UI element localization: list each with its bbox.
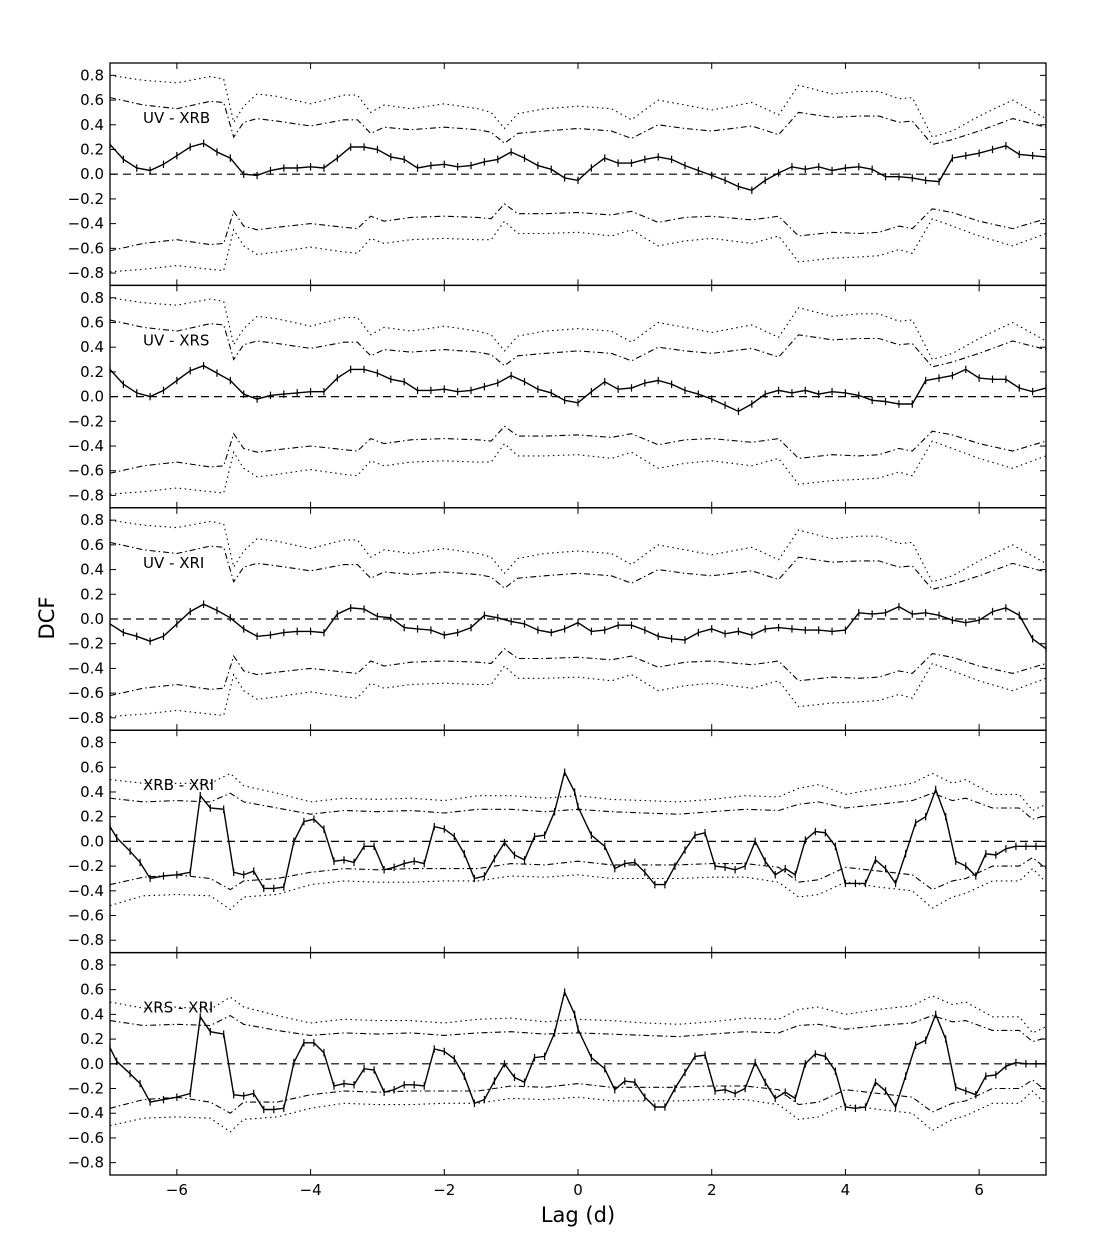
confidence-95-lower — [110, 425, 1046, 474]
confidence-99-lower — [110, 440, 1046, 495]
confidence-95-lower — [110, 1079, 1046, 1114]
x-tick-label: −2 — [433, 1181, 455, 1199]
y-tick-label: −0.2 — [68, 1080, 104, 1098]
confidence-95-upper — [110, 541, 1046, 590]
y-tick-label: −0.2 — [68, 412, 104, 430]
confidence-99-upper — [110, 519, 1046, 583]
dcf-line — [110, 989, 1046, 1111]
confidence-99-lower — [110, 1090, 1046, 1133]
y-tick-label: 0.4 — [80, 561, 104, 579]
y-tick-label: −0.2 — [68, 857, 104, 875]
y-tick-label: 0.4 — [80, 116, 104, 134]
y-tick-label: −0.8 — [68, 709, 104, 727]
y-tick-label: −0.6 — [68, 239, 104, 257]
y-tick-label: 0.6 — [80, 91, 104, 109]
x-tick-label: 4 — [841, 1181, 851, 1199]
confidence-99-upper — [110, 297, 1046, 361]
panel-label: UV - XRI — [143, 554, 204, 572]
y-tick-label: 0.8 — [80, 511, 104, 529]
y-tick-label: 0.0 — [80, 610, 104, 628]
y-tick-label: 0.2 — [80, 808, 104, 826]
y-tick-label: −0.8 — [68, 1154, 104, 1172]
y-tick-label: 0.6 — [80, 536, 104, 554]
y-tick-label: 0.6 — [80, 313, 104, 331]
y-tick-label: −0.6 — [68, 462, 104, 480]
x-tick-label: −4 — [300, 1181, 322, 1199]
x-axis-label: Lag (d) — [541, 1203, 615, 1227]
y-tick-label: 0.0 — [80, 1055, 104, 1073]
y-tick-label: −0.8 — [68, 931, 104, 949]
y-tick-label: 0.8 — [80, 734, 104, 752]
x-tick-label: −6 — [166, 1181, 188, 1199]
y-tick-label: −0.4 — [68, 1104, 104, 1122]
panel-label: XRS - XRI — [143, 999, 213, 1017]
confidence-95-upper — [110, 97, 1046, 146]
y-tick-label: −0.4 — [68, 882, 104, 900]
y-tick-label: 0.6 — [80, 981, 104, 999]
y-axis-label: DCF — [35, 597, 59, 640]
panel-label: XRB - XRI — [143, 776, 214, 794]
confidence-99-upper — [110, 74, 1046, 138]
y-tick-label: 0.8 — [80, 289, 104, 307]
y-tick-label: −0.8 — [68, 264, 104, 282]
confidence-99-lower — [110, 662, 1046, 718]
x-tick-label: 6 — [974, 1181, 984, 1199]
y-tick-label: 0.2 — [80, 1030, 104, 1048]
panel-2: −0.8 −0.6 −0.4 −0.2 0.0 0.2 0.4 0.6 0.8 UV - XRS — [68, 284, 1047, 509]
y-tick-label: −0.4 — [68, 437, 104, 455]
y-tick-label: 0.0 — [80, 388, 104, 406]
confidence-99-lower — [110, 218, 1046, 273]
panel-1: −0.8 −0.6 −0.4 −0.2 0.0 0.2 0.4 0.6 0.8 UV - XRB — [68, 62, 1047, 287]
confidence-99-upper — [110, 995, 1046, 1034]
panels-group: −0.8−0.6−0.4−0.20.00.20.40.60.8UV - XRB−… — [68, 62, 1047, 1199]
y-tick-label: −0.2 — [68, 190, 104, 208]
panel-label: UV - XRB — [143, 109, 210, 127]
confidence-99-lower — [110, 867, 1046, 911]
y-tick-label: 0.8 — [80, 956, 104, 974]
panel-3: −0.8 −0.6 −0.4 −0.2 0.0 0.2 0.4 0.6 0.8 UV - XRI — [68, 507, 1047, 731]
y-tick-label: −0.6 — [68, 684, 104, 702]
y-tick-label: 0.4 — [80, 783, 104, 801]
confidence-95-lower — [110, 647, 1046, 697]
y-tick-label: 0.4 — [80, 338, 104, 356]
y-tick-label: −0.2 — [68, 635, 104, 653]
confidence-95-lower — [110, 203, 1046, 252]
confidence-95-upper — [110, 319, 1046, 368]
panel-label: UV - XRS — [143, 331, 209, 349]
y-tick-label: −0.6 — [68, 907, 104, 925]
x-tick-label: 2 — [707, 1181, 717, 1199]
y-tick-label: 0.2 — [80, 363, 104, 381]
dcf-line — [110, 603, 1046, 650]
y-tick-label: 0.0 — [80, 165, 104, 183]
y-tick-label: 0.6 — [80, 758, 104, 776]
confidence-99-upper — [110, 772, 1046, 812]
dcf-line — [110, 770, 1046, 890]
confidence-95-lower — [110, 856, 1046, 891]
x-tick-label: 0 — [573, 1181, 583, 1199]
y-tick-label: 0.2 — [80, 585, 104, 603]
y-tick-label: −0.4 — [68, 215, 104, 233]
y-tick-label: 0.8 — [80, 66, 104, 84]
panel-4: −0.8 −0.6 −0.4 −0.2 0.0 0.2 0.4 0.6 0.8 XRB - XRI — [68, 729, 1047, 954]
y-tick-label: 0.4 — [80, 1005, 104, 1023]
y-tick-label: −0.8 — [68, 486, 104, 504]
y-tick-label: −0.6 — [68, 1129, 104, 1147]
panel-5: −0.8 −0.6 −0.4 −0.2 0.0 0.2 0.4 0.6 0.8 −6 −4 −2 0 2 4… — [68, 951, 1047, 1199]
y-tick-label: 0.0 — [80, 832, 104, 850]
y-tick-label: −0.4 — [68, 659, 104, 677]
y-tick-label: 0.2 — [80, 140, 104, 158]
